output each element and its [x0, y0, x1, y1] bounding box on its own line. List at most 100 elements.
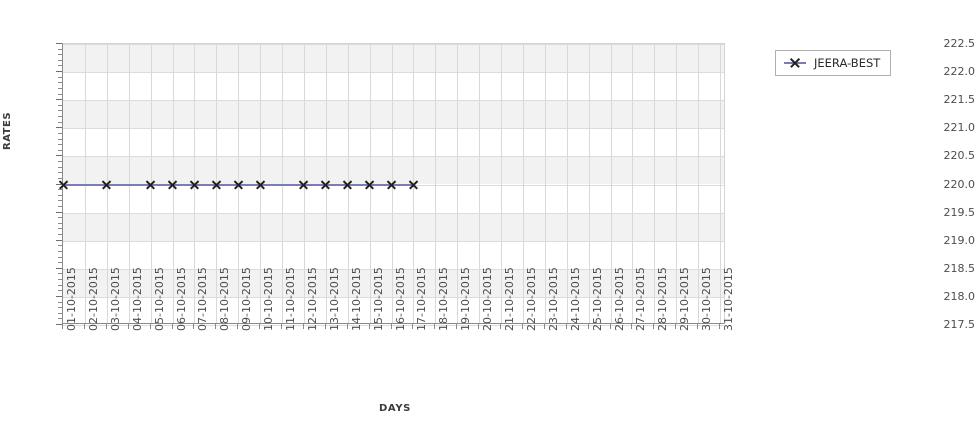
x-axis-tick-label: 11-10-2015 — [284, 267, 297, 331]
series-line-segment — [150, 183, 173, 186]
x-axis-tick-label: 23-10-2015 — [547, 267, 560, 331]
y-axis-minor-tick — [58, 65, 62, 66]
x-axis-tick-label: 26-10-2015 — [613, 267, 626, 331]
y-axis-minor-tick — [58, 88, 62, 89]
x-axis-label: DAYS — [379, 403, 411, 414]
y-axis-minor-tick — [58, 133, 62, 134]
gridline-vertical — [567, 44, 568, 323]
y-axis-minor-tick — [58, 251, 62, 252]
data-point-marker — [146, 180, 155, 189]
series-line-segment — [391, 183, 414, 186]
data-point-marker — [102, 180, 111, 189]
legend-label-jeera-best: JEERA-BEST — [814, 56, 881, 70]
data-point-marker — [387, 180, 396, 189]
series-line-segment — [194, 183, 217, 186]
x-axis-tick-mark — [325, 324, 326, 329]
y-axis-minor-tick — [58, 60, 62, 61]
y-axis-minor-tick — [58, 122, 62, 123]
y-axis-minor-tick — [58, 161, 62, 162]
y-axis-label: RATES — [2, 111, 13, 150]
y-axis-tick-label: 221.0 — [943, 121, 975, 135]
chart-legend[interactable]: JEERA-BEST — [775, 50, 892, 76]
y-axis-minor-tick — [58, 150, 62, 151]
gridline-vertical — [654, 44, 655, 323]
x-axis-tick-label: 18-10-2015 — [437, 267, 450, 331]
gridline-vertical — [435, 44, 436, 323]
gridline-vertical — [676, 44, 677, 323]
x-axis-tick-mark — [84, 324, 85, 329]
y-axis-minor-tick — [58, 245, 62, 246]
gridline-horizontal — [63, 100, 724, 101]
x-axis-tick-label: 12-10-2015 — [306, 267, 319, 331]
gridline-vertical — [457, 44, 458, 323]
gridline-horizontal — [63, 325, 724, 326]
x-axis-tick-label: 31-10-2015 — [722, 267, 735, 331]
x-axis-tick-mark — [391, 324, 392, 329]
x-axis-tick-mark — [128, 324, 129, 329]
x-axis-tick-mark — [653, 324, 654, 329]
y-axis-minor-tick — [58, 49, 62, 50]
x-axis-tick-label: 10-10-2015 — [262, 267, 275, 331]
x-axis-tick-label: 04-10-2015 — [131, 267, 144, 331]
y-axis-minor-tick — [58, 189, 62, 190]
x-axis-tick-label: 28-10-2015 — [656, 267, 669, 331]
x-axis-tick-mark — [347, 324, 348, 329]
x-axis-tick-mark — [106, 324, 107, 329]
x-axis-tick-label: 22-10-2015 — [525, 267, 538, 331]
gridline-horizontal — [63, 44, 724, 45]
gridline-vertical — [698, 44, 699, 323]
y-axis-tick-mark — [56, 296, 62, 297]
gridline-horizontal — [63, 297, 724, 298]
x-axis-tick-label: 19-10-2015 — [459, 267, 472, 331]
data-point-marker — [299, 180, 308, 189]
gridline-horizontal — [63, 269, 724, 270]
y-axis-tick-mark — [56, 212, 62, 213]
x-axis-tick-mark — [566, 324, 567, 329]
gridline-vertical — [632, 44, 633, 323]
x-axis-tick-label: 25-10-2015 — [591, 267, 604, 331]
gridline-vertical — [589, 44, 590, 323]
gridline-vertical — [523, 44, 524, 323]
x-axis-tick-mark — [500, 324, 501, 329]
legend-marker-icon — [784, 58, 806, 68]
x-axis-tick-label: 24-10-2015 — [569, 267, 582, 331]
x-axis-tick-mark — [193, 324, 194, 329]
y-axis-minor-tick — [58, 302, 62, 303]
x-axis-tick-mark — [150, 324, 151, 329]
series-line-segment — [260, 183, 304, 186]
x-axis-tick-mark — [237, 324, 238, 329]
y-axis-minor-tick — [58, 178, 62, 179]
y-axis-minor-tick — [58, 285, 62, 286]
gridline-horizontal — [63, 213, 724, 214]
y-axis-tick-label: 218.0 — [943, 289, 975, 303]
gridline-vertical — [479, 44, 480, 323]
series-line-segment — [325, 183, 348, 186]
y-axis-minor-tick — [58, 257, 62, 258]
gridline-horizontal — [63, 156, 724, 157]
x-axis-tick-label: 14-10-2015 — [350, 267, 363, 331]
y-axis-minor-tick — [58, 234, 62, 235]
x-axis-tick-mark — [172, 324, 173, 329]
x-axis-tick-mark — [697, 324, 698, 329]
y-axis-tick-mark — [56, 43, 62, 44]
x-axis-tick-mark — [631, 324, 632, 329]
series-line-segment — [369, 183, 392, 186]
x-axis-tick-mark — [522, 324, 523, 329]
y-axis-minor-tick — [58, 54, 62, 55]
y-axis-tick-label: 221.5 — [943, 93, 975, 107]
y-axis-minor-tick — [58, 200, 62, 201]
data-point-marker — [256, 180, 265, 189]
series-line-segment — [347, 183, 370, 186]
y-axis-minor-tick — [58, 139, 62, 140]
data-point-marker — [409, 180, 418, 189]
row-band — [63, 100, 724, 129]
x-axis-tick-mark — [369, 324, 370, 329]
x-axis-tick-label: 17-10-2015 — [415, 267, 428, 331]
x-axis-tick-mark — [215, 324, 216, 329]
y-axis-minor-tick — [58, 279, 62, 280]
y-axis-tick-label: 219.0 — [943, 233, 975, 247]
x-axis-tick-mark — [434, 324, 435, 329]
y-axis-tick-mark — [56, 99, 62, 100]
series-line-segment — [216, 183, 239, 186]
x-axis-tick-mark — [412, 324, 413, 329]
